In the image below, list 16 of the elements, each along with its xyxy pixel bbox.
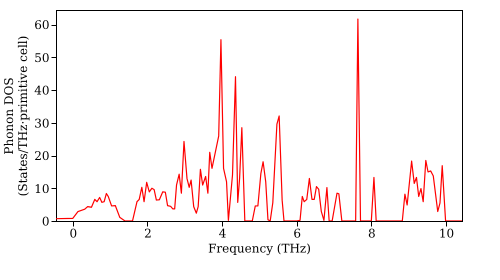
y-tick-label: 60 bbox=[34, 18, 50, 32]
x-tick-label: 0 bbox=[69, 226, 78, 240]
y-tick-label: 50 bbox=[34, 50, 50, 65]
line-series bbox=[56, 18, 462, 221]
y-tick-label: 40 bbox=[34, 84, 50, 98]
x-tick-label: 4 bbox=[218, 226, 227, 240]
y-tick-label: 0 bbox=[42, 214, 50, 228]
x-tick-label: 2 bbox=[144, 226, 152, 240]
x-tick-label: 8 bbox=[368, 226, 376, 240]
x-tick-label: 10 bbox=[438, 226, 454, 240]
y-tick-label: 10 bbox=[34, 182, 50, 196]
y-axis-title: Phonon DOS (States/THz·primitive cell) bbox=[2, 36, 30, 196]
x-axis-title: Frequency (THz) bbox=[208, 242, 311, 256]
x-tick-label: 6 bbox=[293, 226, 302, 240]
y-tick-label: 20 bbox=[34, 149, 50, 164]
y-tick-label: 30 bbox=[34, 116, 50, 130]
